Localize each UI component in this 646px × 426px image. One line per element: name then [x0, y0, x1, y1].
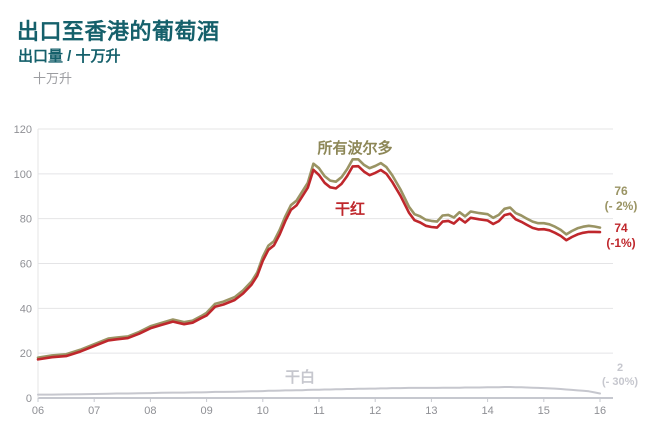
y-tick-label: 40 [20, 303, 32, 315]
x-tick-label: 13 [425, 405, 437, 417]
end-value-dry-white-change: (- 30%) [601, 376, 639, 388]
end-value-bordeaux-number: 76 [614, 184, 628, 198]
x-tick-label: 09 [200, 405, 212, 417]
series-line-2 [37, 386, 601, 396]
page-title: 出口至香港的葡萄酒 [17, 19, 220, 44]
x-tick-label: 15 [538, 405, 550, 417]
y-tick-label: 100 [14, 169, 32, 181]
x-tick-label: 10 [257, 405, 269, 417]
series-line-0 [36, 158, 602, 359]
end-value-dry-red-number: 74 [614, 221, 628, 235]
series-label-bordeaux: 所有波尔多 [317, 140, 393, 157]
y-tick-label: 80 [20, 214, 32, 226]
end-value-dry-white-number: 2 [616, 362, 624, 374]
series-label-dry-white: 干白 [284, 369, 315, 386]
end-value-dry-red-change: (-1%) [606, 236, 636, 250]
x-tick-label: 11 [313, 405, 324, 417]
x-tick-label: 07 [88, 405, 100, 417]
y-axis-unit-label: 十万升 [33, 71, 73, 86]
y-tick-label: 120 [14, 124, 32, 136]
chart-subtitle: 出口量 / 十万升 [18, 48, 121, 65]
end-value-bordeaux-change: (- 2%) [604, 199, 638, 213]
x-tick-label: 12 [369, 405, 381, 417]
y-tick-label: 60 [20, 259, 32, 271]
x-tick-label: 16 [594, 405, 606, 417]
y-tick-label: 0 [26, 393, 32, 405]
y-tick-label: 20 [20, 348, 32, 360]
x-tick-label: 08 [144, 405, 156, 417]
x-tick-label: 06 [32, 405, 44, 417]
end-value-dry-white: 2 (- 30%) [596, 361, 644, 389]
x-tick-label: 14 [481, 405, 493, 417]
end-value-dry-red: 74 (-1%) [597, 221, 645, 251]
end-value-bordeaux: 76 (- 2%) [597, 184, 645, 214]
series-label-dry-red: 干红 [334, 201, 365, 218]
series-line-1 [36, 164, 602, 361]
